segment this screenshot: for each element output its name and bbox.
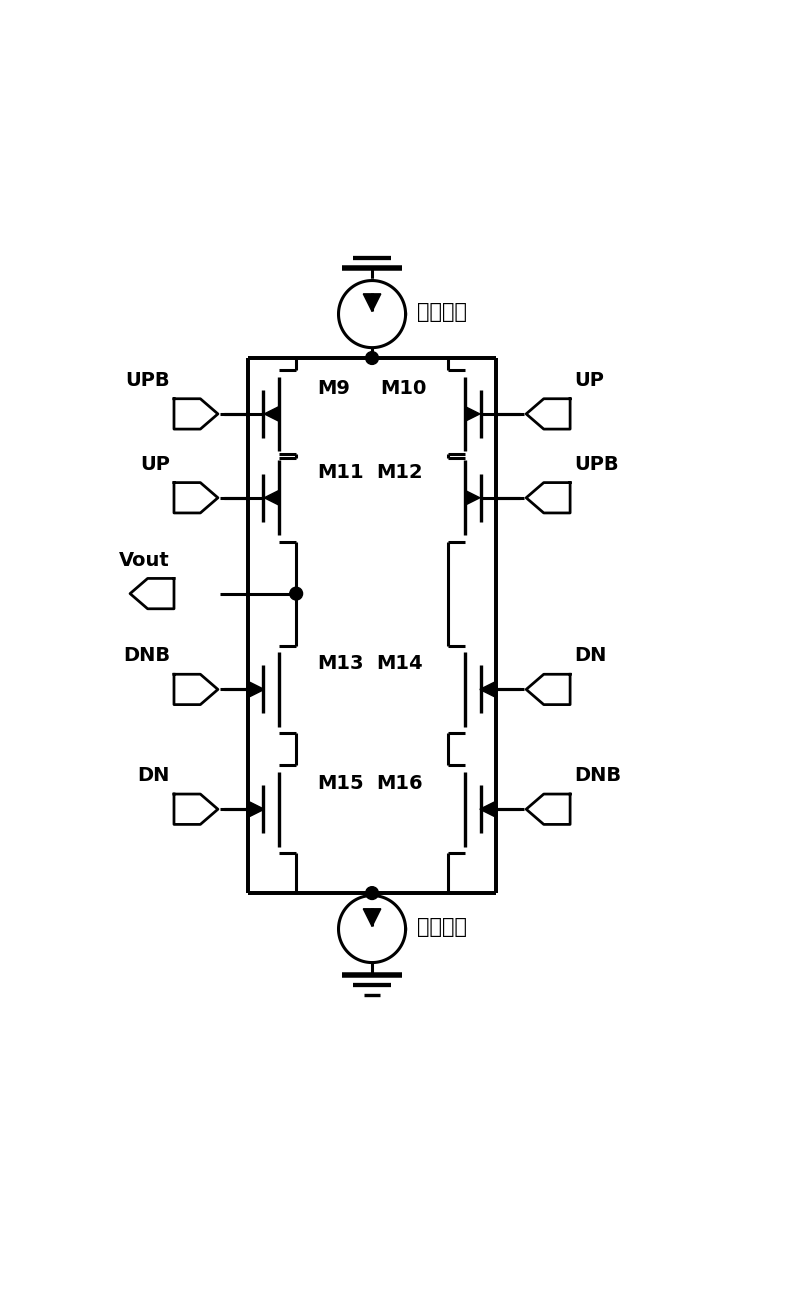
Text: DN: DN — [138, 766, 170, 786]
Polygon shape — [480, 682, 494, 697]
Text: UPB: UPB — [126, 371, 170, 389]
Text: M15: M15 — [317, 774, 363, 793]
Polygon shape — [130, 579, 174, 609]
Text: UP: UP — [140, 455, 170, 474]
Text: M13: M13 — [317, 655, 363, 673]
Text: M14: M14 — [376, 655, 422, 673]
Polygon shape — [526, 399, 570, 429]
Polygon shape — [174, 674, 218, 704]
Polygon shape — [174, 399, 218, 429]
Circle shape — [290, 587, 302, 600]
Text: 放电电流: 放电电流 — [417, 916, 466, 937]
Text: 充电电流: 充电电流 — [417, 302, 466, 322]
Circle shape — [366, 352, 378, 365]
Text: M9: M9 — [317, 379, 350, 397]
Polygon shape — [363, 908, 381, 927]
Polygon shape — [466, 490, 480, 505]
Polygon shape — [526, 674, 570, 704]
Polygon shape — [174, 795, 218, 825]
Polygon shape — [250, 682, 264, 697]
Polygon shape — [466, 406, 480, 421]
Text: Vout: Vout — [119, 550, 170, 570]
Polygon shape — [526, 482, 570, 512]
Polygon shape — [264, 490, 278, 505]
Polygon shape — [480, 802, 494, 817]
Text: DNB: DNB — [123, 647, 170, 665]
Text: UPB: UPB — [574, 455, 618, 474]
Text: UP: UP — [574, 371, 604, 389]
Polygon shape — [264, 406, 278, 421]
Text: M10: M10 — [380, 379, 426, 397]
Polygon shape — [174, 482, 218, 512]
Text: DNB: DNB — [574, 766, 622, 786]
Circle shape — [366, 886, 378, 899]
Polygon shape — [363, 294, 381, 311]
Polygon shape — [250, 802, 264, 817]
Text: M16: M16 — [376, 774, 422, 793]
Text: DN: DN — [574, 647, 606, 665]
Text: M12: M12 — [376, 463, 422, 482]
Text: M11: M11 — [317, 463, 363, 482]
Polygon shape — [526, 795, 570, 825]
